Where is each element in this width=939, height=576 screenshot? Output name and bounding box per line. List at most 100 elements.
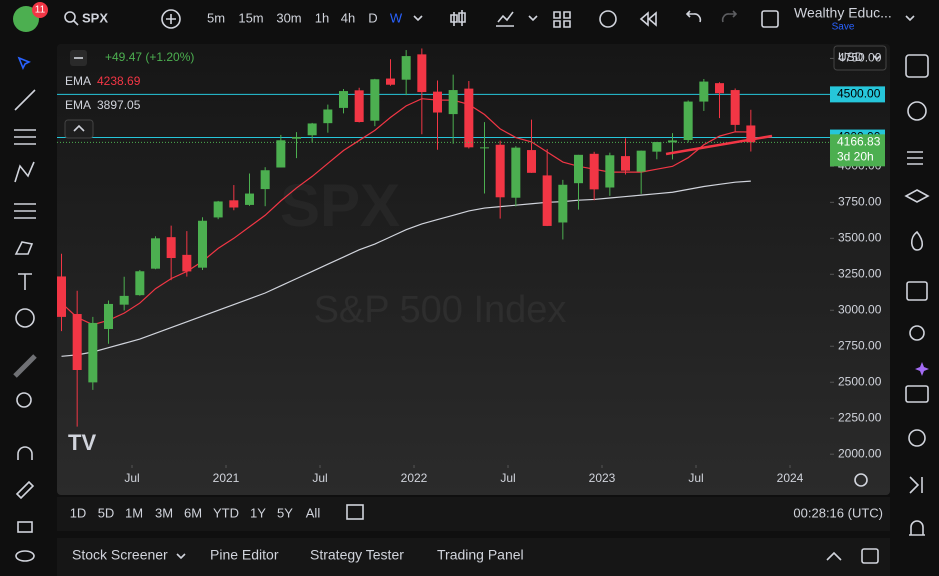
interval[interactable]: D [368,10,377,25]
panel-maximize[interactable] [861,548,879,564]
last-price-box [830,134,885,167]
save[interactable]: Save [832,22,855,33]
range-button[interactable]: 3M [155,505,173,520]
interval[interactable]: 30m [276,10,301,25]
range-button[interactable]: YTD [213,505,239,520]
text-tool[interactable] [18,273,32,290]
account-name[interactable]: Wealthy Educ... [794,5,892,21]
layouts[interactable] [553,11,571,28]
range-button[interactable]: All [306,505,321,520]
candle-body [88,322,98,383]
add-symbol[interactable] [161,9,181,29]
range-button[interactable]: 1D [70,505,87,520]
candle-body [542,175,552,226]
lock-tool[interactable] [17,521,33,533]
ruler-tool[interactable] [13,354,37,378]
candle-body [292,136,301,139]
indicators-menu[interactable] [528,15,538,22]
fullscreen[interactable] [761,10,779,28]
interval[interactable]: 1h [315,10,329,25]
visibility-tool[interactable] [15,550,35,562]
bottom-panel [57,538,890,576]
panel-toggle[interactable] [826,551,842,561]
candle-body [229,200,239,208]
ema-value: 4238.69 [97,74,141,88]
indicators[interactable] [496,11,514,27]
date-range[interactable] [346,504,364,520]
ideas[interactable] [909,325,925,341]
layers[interactable] [904,189,930,203]
hotlists[interactable] [910,230,924,251]
interval[interactable]: W [390,10,403,25]
range-button[interactable]: 5D [98,505,115,520]
chats[interactable] [905,385,929,403]
level-label: 4500.00 [837,87,881,101]
interval-menu[interactable] [413,15,423,22]
candle-body [527,150,536,173]
candle-body [339,91,348,108]
streams[interactable] [908,429,926,447]
candle-body [730,90,740,125]
axis-settings[interactable] [854,473,868,487]
magnet-tool[interactable] [17,446,33,460]
interval[interactable]: 15m [238,10,263,25]
news[interactable] [907,151,923,165]
emoji-tool[interactable] [15,308,35,328]
expand-legend[interactable] [64,119,94,139]
lock-drawing[interactable] [15,480,35,500]
x-tick-label: 2024 [777,471,804,485]
add-symbol [166,14,176,24]
candle-body [213,201,223,218]
replay[interactable] [639,11,657,27]
range-button[interactable]: 6M [184,505,202,520]
trend-line[interactable] [665,134,773,156]
candle-body [401,56,411,80]
brush-tool[interactable] [14,241,34,255]
zoom-tool[interactable] [16,392,32,408]
trading-panel[interactable] [909,476,923,494]
fib-tool[interactable] [14,129,36,145]
cursor-tool[interactable] [17,56,31,70]
candle-body [104,303,113,329]
alert[interactable] [599,10,617,28]
pattern-tool[interactable] [14,161,35,183]
panel-tab[interactable]: Pine Editor [210,547,279,563]
candle-body [495,144,505,198]
candle-body [354,90,364,123]
range-bar [57,497,890,531]
search-icon[interactable] [64,11,76,23]
calendar[interactable] [906,281,928,301]
y-tick-label: 3750.00 [838,194,882,208]
ai-assistant[interactable] [915,362,929,376]
currency[interactable]: USD [838,50,864,64]
candle-body [589,153,599,190]
x-tick-label: 2022 [401,471,428,485]
candle-body [558,184,568,223]
panel-tab[interactable]: Strategy Tester [310,547,404,563]
x-tick-label: Jul [312,471,327,485]
watchlist[interactable] [905,54,929,78]
currency-box[interactable] [833,45,887,71]
search-icon [73,20,79,26]
range-button[interactable]: 1M [125,505,143,520]
candle-body [119,295,129,305]
prediction-tool[interactable] [14,203,36,219]
chart-pane [57,44,890,495]
line-tool[interactable] [14,89,36,111]
x-tick-label: Jul [688,471,703,485]
x-tick-label: Jul [124,471,139,485]
notifications[interactable] [909,520,925,536]
tab-menu[interactable] [176,553,186,560]
interval[interactable]: 4h [341,10,355,25]
chart-type[interactable] [450,10,466,26]
symbol[interactable]: SPX [82,10,108,25]
undo[interactable] [685,10,702,23]
panel-tab[interactable]: Trading Panel [437,547,524,563]
range-button[interactable]: 1Y [250,505,266,520]
candle-body [72,314,82,371]
account-menu[interactable] [905,15,915,22]
range-button[interactable]: 5Y [277,505,293,520]
panel-tab[interactable]: Stock Screener [72,547,168,563]
alerts[interactable] [907,101,927,121]
interval[interactable]: 5m [207,10,225,25]
